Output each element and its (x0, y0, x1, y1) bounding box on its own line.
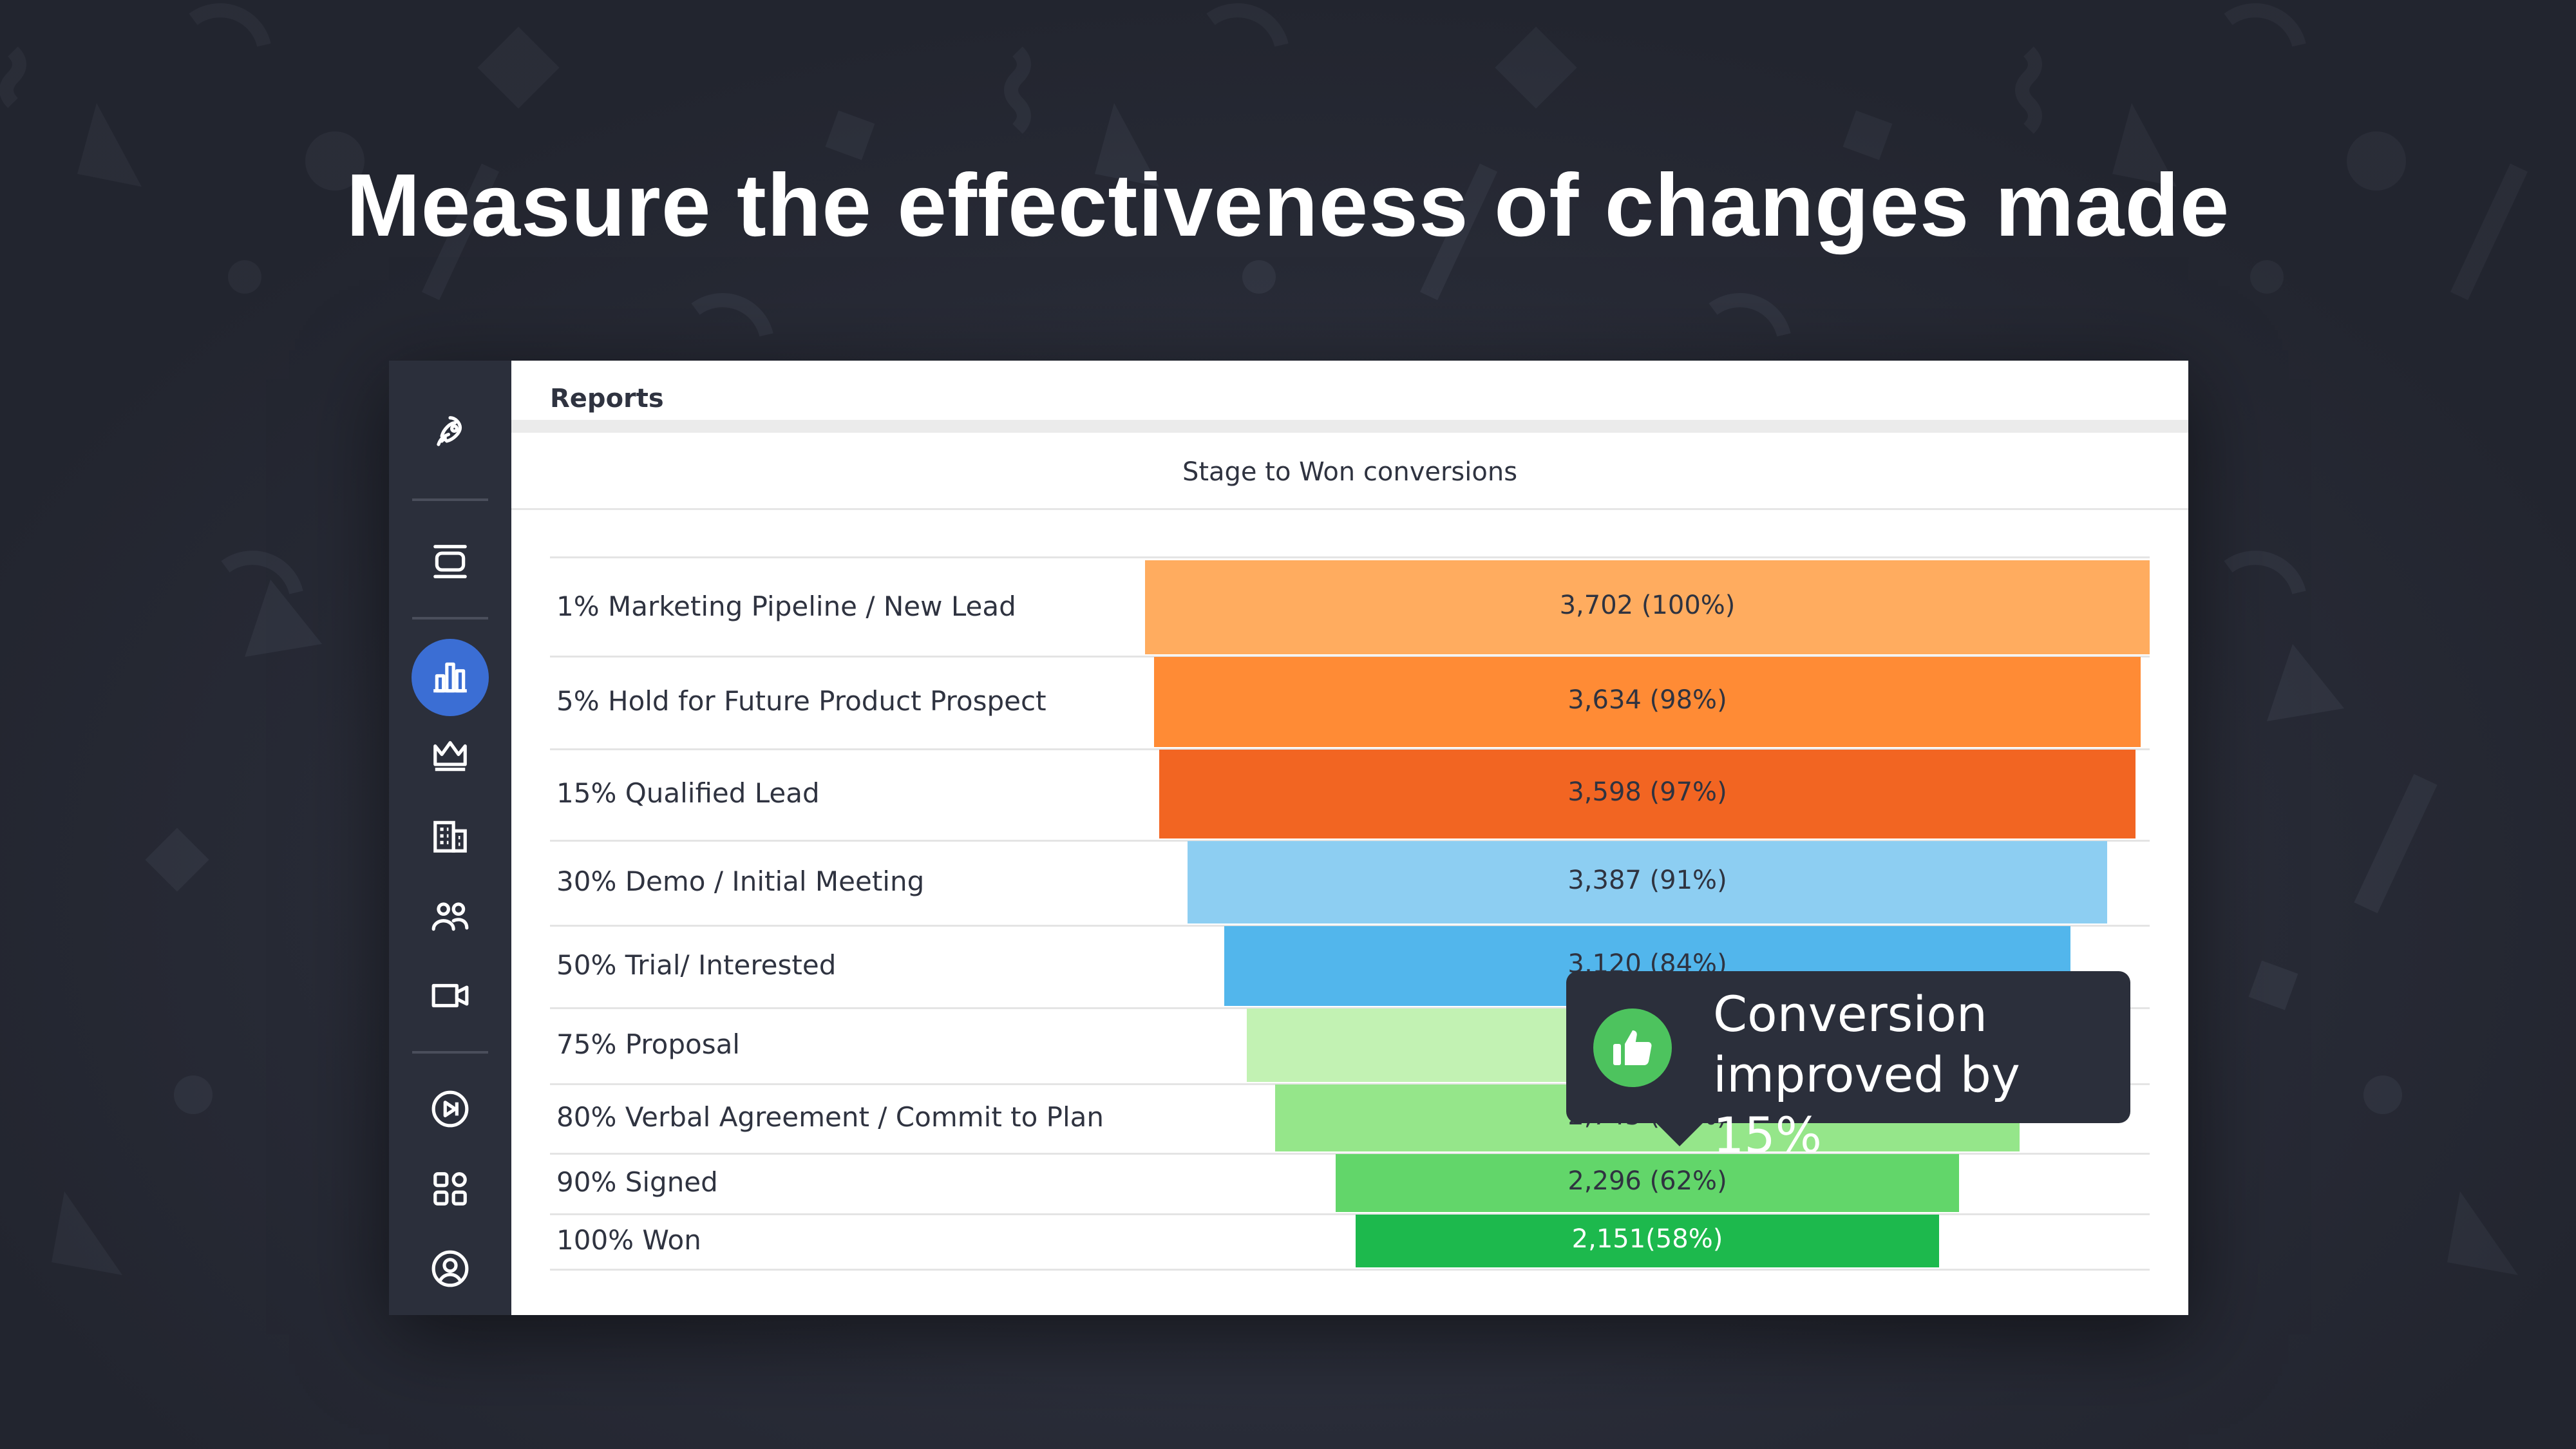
row-divider (550, 840, 2150, 842)
bar-value-label: 2,151(58%) (1571, 1224, 1723, 1254)
video-camera-icon[interactable] (412, 957, 489, 1034)
callout-text: Conversion improved by 15% (1713, 985, 2020, 1164)
funnel-bar[interactable] (1336, 1154, 1959, 1212)
rocket-icon[interactable] (412, 394, 489, 471)
stage-label: 100% Won (556, 1224, 701, 1256)
headline: Measure the effectiveness of changes mad… (346, 156, 2230, 255)
bar-value-label: 2,296 (62%) (1567, 1166, 1727, 1196)
row-divider (550, 556, 2150, 558)
people-icon[interactable] (412, 877, 489, 954)
stage-label: 80% Verbal Agreement / Commit to Plan (556, 1101, 1104, 1133)
chart-title-bar: Stage to Won conversions (511, 433, 2188, 510)
row-divider (550, 656, 2150, 658)
sidebar (389, 361, 511, 1315)
stage-label: 30% Demo / Initial Meeting (556, 866, 925, 897)
apps-grid-icon[interactable] (412, 1150, 489, 1227)
row-divider (550, 1213, 2150, 1215)
thumbs-up-icon (1593, 1009, 1672, 1087)
bar-value-label: 3,634 (98%) (1567, 685, 1727, 715)
page-title: Reports (550, 384, 664, 413)
bar-value-label: 3,702 (100%) (1559, 591, 1736, 620)
play-circle-icon[interactable] (412, 1070, 489, 1148)
funnel-bar[interactable] (1159, 750, 2136, 838)
stage-label: 50% Trial/ Interested (556, 949, 837, 981)
stage-label: 75% Proposal (556, 1028, 740, 1060)
sidebar-divider (412, 498, 488, 501)
funnel-bar[interactable] (1154, 657, 2141, 747)
stage-label: 1% Marketing Pipeline / New Lead (556, 591, 1016, 622)
sidebar-divider (412, 617, 488, 620)
bar-value-label: 3,387 (91%) (1567, 866, 1727, 895)
deals-icon[interactable] (412, 523, 489, 600)
crown-icon[interactable] (412, 717, 489, 795)
sidebar-divider (412, 1051, 488, 1054)
row-divider (550, 1153, 2150, 1155)
bar-value-label: 3,598 (97%) (1567, 777, 1727, 807)
row-divider (550, 1083, 2150, 1085)
row-divider (550, 748, 2150, 750)
row-divider (550, 1007, 2150, 1009)
stage-label: 5% Hold for Future Product Prospect (556, 685, 1046, 717)
reports-chart-icon[interactable] (412, 639, 489, 716)
reports-panel: Reports Stage to Won conversions 1% Mark… (511, 361, 2188, 1315)
stage-label: 15% Qualified Lead (556, 777, 820, 809)
chart-title: Stage to Won conversions (1182, 457, 1518, 487)
reports-header: Reports (511, 361, 2188, 433)
conversion-callout: Conversion improved by 15% (1566, 971, 2130, 1164)
funnel-chart: 1% Marketing Pipeline / New Lead 3,702 (1… (511, 361, 2188, 1315)
user-circle-icon[interactable] (412, 1230, 489, 1307)
funnel-bar[interactable] (1145, 560, 2150, 654)
row-divider (550, 1269, 2150, 1271)
app-window: Reports Stage to Won conversions 1% Mark… (389, 361, 2188, 1315)
stage-label: 90% Signed (556, 1166, 718, 1198)
callout-pointer (1655, 1122, 1704, 1146)
funnel-bar[interactable] (1188, 841, 2107, 923)
funnel-bar[interactable] (1355, 1215, 1940, 1267)
organization-building-icon[interactable] (412, 797, 489, 875)
row-divider (550, 925, 2150, 927)
